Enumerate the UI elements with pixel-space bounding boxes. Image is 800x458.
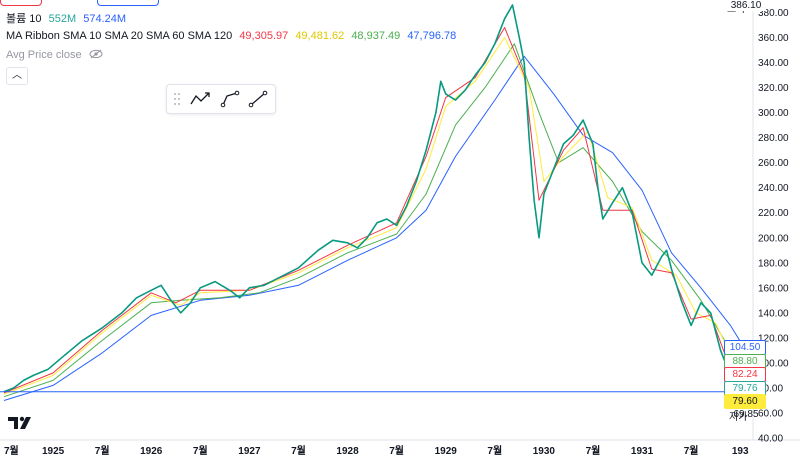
y-tick-label: 180.00 — [758, 258, 789, 269]
ma-value-sma20: 49,481.62 — [295, 30, 345, 42]
y-tick-label: 60.00 — [758, 408, 783, 419]
avg-price-legend[interactable]: Avg Price close — [6, 49, 107, 62]
y-tick-label: 220.00 — [758, 208, 789, 219]
x-tick-label: 1929 — [435, 446, 458, 457]
x-tick-label: 7월 — [193, 445, 208, 457]
y-tick-label: 120.00 — [758, 333, 789, 344]
y-tick-label: 300.00 — [758, 108, 789, 119]
x-tick-label: 7월 — [291, 445, 306, 457]
y-tick-label: 260.00 — [758, 158, 789, 169]
tradingview-logo[interactable] — [8, 415, 36, 431]
price-tag[interactable]: 104.50 — [724, 340, 766, 355]
x-tick-label: 7월 — [684, 445, 699, 457]
y-tick-label: 280.00 — [758, 133, 789, 144]
x-tick-label: 193 — [732, 446, 749, 457]
ma-value-sma60: 48,937.49 — [351, 30, 401, 42]
trend-line-icon[interactable] — [248, 90, 268, 108]
y-tick-label: 80.00 — [758, 383, 783, 394]
y-tick-label: 320.00 — [758, 83, 789, 94]
time-axis[interactable]: 7월 1925 7월 1926 7월 1927 7월 1928 7월 1929 7월 1930 7월 19… — [4, 445, 749, 457]
price-tag[interactable]: 79.60 — [724, 394, 766, 409]
collapse-legend-button[interactable]: ︿ — [6, 67, 28, 85]
y-tick-label: 380.00 — [758, 8, 789, 19]
x-tick-label: 1931 — [631, 446, 654, 457]
y-tick-label: 140.00 — [758, 308, 789, 319]
drawing-toolbar[interactable] — [166, 84, 276, 114]
volume-label: 볼륨 10 — [6, 13, 42, 25]
x-tick-label: 1925 — [42, 446, 65, 457]
top-tab-left[interactable] — [0, 0, 42, 6]
price-tag[interactable]: 82.24 — [724, 367, 766, 382]
x-tick-label: 1927 — [238, 446, 261, 457]
low-value: 69.85 — [733, 409, 759, 420]
price-series-line — [3, 4, 751, 402]
ma-value-sma120: 47,796.78 — [407, 30, 457, 42]
top-tab-right[interactable] — [97, 0, 159, 6]
y-tick-label: 40.00 — [758, 434, 783, 445]
y-tick-label: 340.00 — [758, 58, 789, 69]
drag-handle-icon[interactable] — [174, 93, 180, 105]
ma-value-sma10: 49,305.97 — [239, 30, 289, 42]
low-price-tag[interactable]: 69.85 — [726, 408, 766, 421]
volume-value-a: 552M — [48, 13, 77, 25]
ma-ribbon-label: MA Ribbon SMA 10 SMA 20 SMA 60 SMA 120 — [6, 30, 233, 42]
ma-ribbon-legend[interactable]: MA Ribbon SMA 10 SMA 20 SMA 60 SMA 120 4… — [6, 30, 460, 42]
y-tick-label: 240.00 — [758, 183, 789, 194]
low-label: 저가 — [729, 412, 748, 423]
y-tick-label: 360.00 — [758, 33, 789, 44]
eye-slash-icon[interactable] — [89, 49, 103, 62]
trend-arrow-icon[interactable] — [190, 92, 210, 105]
volume-value-b: 574.24M — [83, 13, 127, 25]
y-tick-label: 100.00 — [758, 358, 789, 369]
sma120-line — [3, 55, 751, 401]
x-tick-label: 7월 — [586, 445, 601, 457]
price-axis[interactable]: 40.00 60.00 80.00 100.00 120.00 140.00 160.00 1… — [758, 8, 789, 444]
x-tick-label: 1930 — [533, 446, 556, 457]
y-tick-label: 160.00 — [758, 283, 789, 294]
series-layer — [3, 4, 751, 402]
x-tick-label: 7월 — [389, 445, 404, 457]
y-tick-label: 200.00 — [758, 233, 789, 244]
x-tick-label: 1928 — [336, 446, 359, 457]
x-tick-label: 7월 — [4, 445, 19, 457]
low-price-marker[interactable]: 저가 — [729, 408, 747, 423]
avg-price-label: Avg Price close — [6, 49, 82, 62]
x-tick-label: 7월 — [95, 445, 110, 457]
chevron-up-icon: ︿ — [12, 70, 22, 81]
high-price-tag[interactable]: 386.10 — [726, 0, 766, 11]
x-tick-label: 1926 — [140, 446, 163, 457]
path-icon[interactable] — [220, 90, 240, 108]
high-value: 386.10 — [730, 0, 762, 11]
volume-legend[interactable]: 볼륨 10 552M 574.24M — [6, 10, 130, 26]
x-tick-label: 7월 — [487, 445, 502, 457]
